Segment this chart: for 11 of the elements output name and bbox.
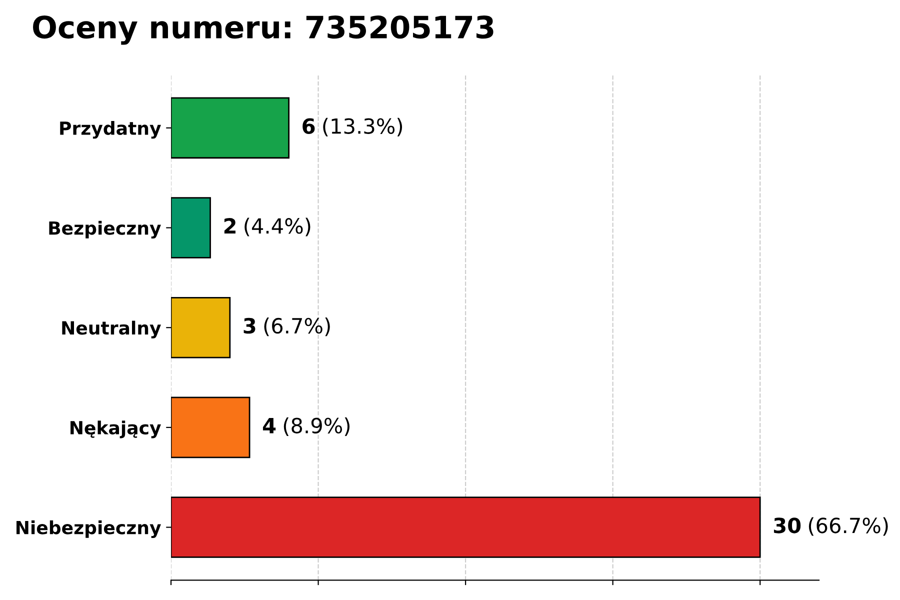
y-tick-label: Niebezpieczny [16, 520, 161, 538]
data-label: 30 (66.7%) [774, 517, 888, 536]
y-tick-label: Przydatny [60, 121, 161, 139]
data-label: 2 (4.4%) [224, 218, 310, 236]
chart-title: Oceny numeru: 735205173 [33, 16, 494, 45]
data-label: 4 (8.9%) [262, 417, 350, 436]
y-tick-label: Bezpieczny [49, 220, 161, 239]
y-tick-label: Neutralny [62, 320, 161, 338]
data-label: 3 (6.7%) [244, 318, 330, 336]
data-label: 6 (13.3%) [302, 118, 402, 136]
y-tick-label: Nękający [70, 420, 161, 438]
